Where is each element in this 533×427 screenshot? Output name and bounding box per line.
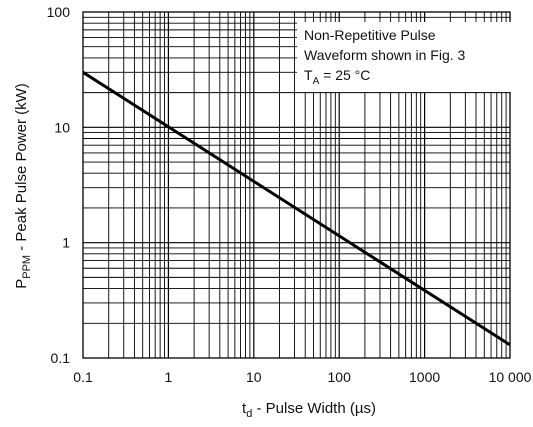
tick-labels: 0.1 1 10 100 1000 10 000 0.1 1 10 100 (47, 4, 532, 385)
x-axis-label-rest: - Pulse Width (µs) (252, 400, 376, 417)
plot-frame (82, 11, 511, 359)
x-tick-label: 0.1 (73, 369, 93, 385)
y-tick-label: 1 (62, 235, 70, 251)
x-tick-label: 1 (165, 369, 173, 385)
y-axis-label-sub: PPM (21, 255, 33, 279)
y-axis-label: PPPM - Peak Pulse Power (kW) (13, 83, 33, 289)
annotation-line-2: Waveform shown in Fig. 3 (304, 47, 466, 63)
x-tick-label: 10 (246, 369, 262, 385)
y-tick-label: 0.1 (51, 350, 71, 366)
y-axis-label-rest: - Peak Pulse Power (kW) (13, 83, 30, 255)
x-axis-label-sub: d (246, 408, 252, 420)
x-tick-label: 100 (328, 369, 352, 385)
x-axis-label-main: t (242, 400, 247, 417)
annotation-box: Non-Repetitive Pulse Waveform shown in F… (297, 22, 511, 92)
annotation-background (297, 22, 511, 92)
series-line (82, 71, 511, 347)
y-axis-label-main: P (13, 279, 30, 289)
x-tick-label: 10 000 (489, 369, 532, 385)
x-axis-label: td - Pulse Width (µs) (242, 400, 376, 420)
annotation-line-1: Non-Repetitive Pulse (304, 27, 436, 43)
annotation-line-3: TA = 25 °C (304, 67, 370, 87)
y-tick-label: 10 (54, 119, 70, 135)
annotation-line-3-main: T (304, 67, 313, 83)
x-tick-label: 1000 (409, 369, 440, 385)
y-tick-label: 100 (47, 4, 71, 20)
grid-lines (83, 12, 510, 358)
series-layer (82, 71, 511, 347)
annotation-line-3-sub: A (313, 76, 320, 87)
annotation-line-3-rest: = 25 °C (319, 67, 370, 83)
